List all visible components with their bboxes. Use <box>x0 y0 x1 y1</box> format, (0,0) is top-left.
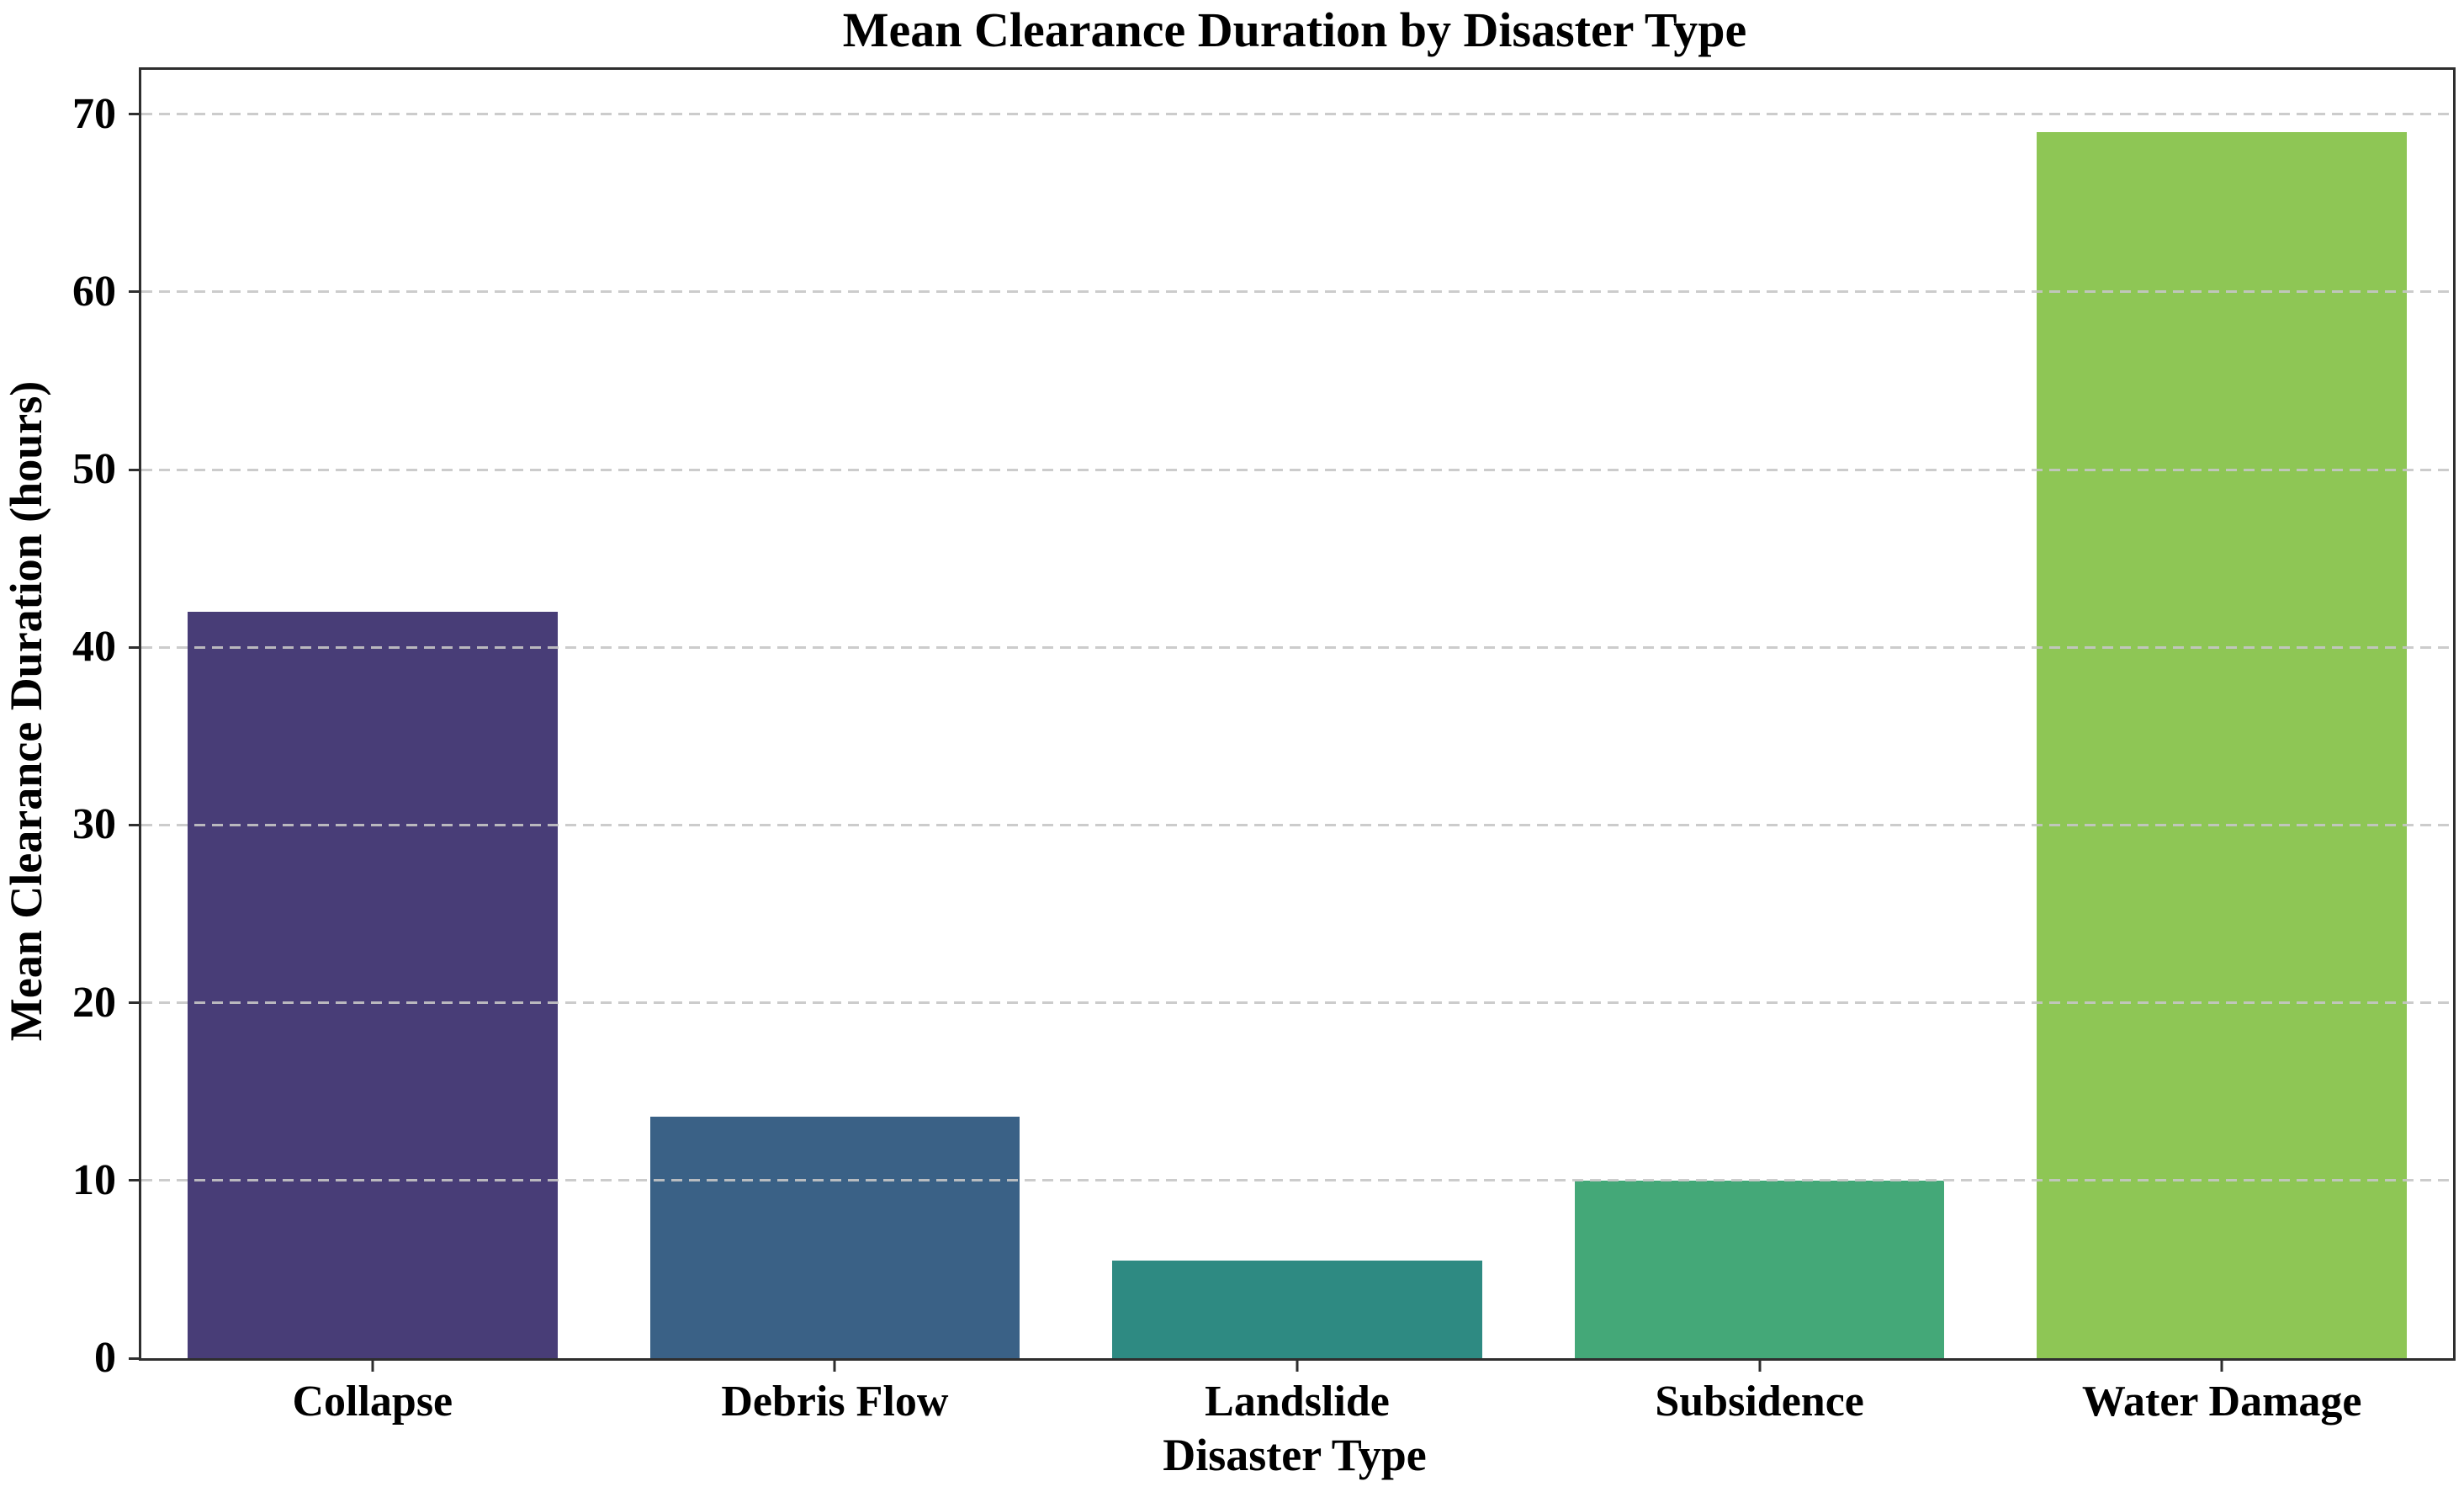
y-tick-mark-30 <box>129 823 141 826</box>
y-tick-mark-70 <box>129 113 141 116</box>
y-tick-label-20: 20 <box>72 978 116 1027</box>
gridline-y-10 <box>141 1179 2453 1182</box>
gridline-y-60 <box>141 290 2453 294</box>
gridline-y-50 <box>141 468 2453 471</box>
chart-title: Mean Clearance Duration by Disaster Type <box>842 3 1747 57</box>
y-tick-label-40: 40 <box>72 623 116 672</box>
x-tick-mark-debris-flow <box>833 1358 836 1372</box>
gridline-y-30 <box>141 823 2453 826</box>
gridline-y-40 <box>141 645 2453 649</box>
x-tick-mark-water-damage <box>2220 1358 2223 1372</box>
y-tick-label-0: 0 <box>94 1334 116 1382</box>
y-tick-label-70: 70 <box>72 89 116 138</box>
bar-water-damage <box>2037 131 2408 1358</box>
y-tick-label-30: 30 <box>72 800 116 849</box>
x-tick-mark-subsidence <box>1758 1358 1762 1372</box>
x-tick-mark-landslide <box>1296 1358 1299 1372</box>
bar-subsidence <box>1574 1180 1945 1358</box>
y-tick-mark-60 <box>129 290 141 294</box>
y-tick-label-60: 60 <box>72 267 116 316</box>
x-axis-label: Disaster Type <box>1163 1430 1427 1480</box>
y-tick-mark-50 <box>129 468 141 471</box>
x-tick-label-landslide: Landslide <box>1205 1378 1390 1426</box>
bar-debris-flow <box>649 1116 1020 1358</box>
plot-area: 0 10 20 30 40 50 60 70 Collapse Debris Flow Landsl… <box>72 67 2456 1424</box>
x-tick-label-water-damage: Water Damage <box>2081 1378 2362 1426</box>
gridline-y-70 <box>141 113 2453 116</box>
y-tick-mark-40 <box>129 645 141 649</box>
y-tick-mark-0 <box>129 1357 141 1360</box>
gridline-y-20 <box>141 1001 2453 1005</box>
x-tick-label-collapse: Collapse <box>292 1378 453 1426</box>
y-tick-mark-10 <box>129 1179 141 1182</box>
y-tick-label-10: 10 <box>72 1155 116 1204</box>
x-tick-label-debris-flow: Debris Flow <box>721 1378 949 1426</box>
bar-landslide <box>1112 1260 1482 1358</box>
y-tick-label-50: 50 <box>72 445 116 494</box>
y-axis-label: Mean Clearance Duration (hours) <box>1 380 51 1042</box>
y-tick-mark-20 <box>129 1001 141 1005</box>
bar-collapse <box>187 612 558 1358</box>
x-tick-mark-collapse <box>371 1358 374 1372</box>
x-tick-label-subsidence: Subsidence <box>1655 1378 1864 1426</box>
